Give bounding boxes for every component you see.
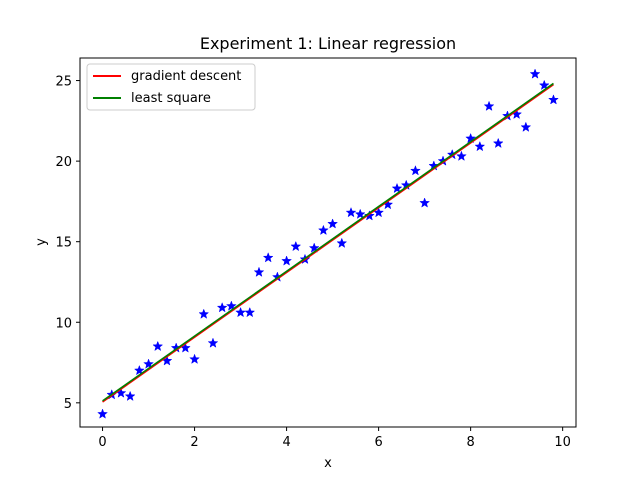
data-point (327, 218, 339, 229)
data-point (207, 337, 219, 348)
data-point (244, 306, 256, 318)
data-point (133, 364, 145, 376)
data-point (216, 302, 228, 313)
x-tick-label: 6 (374, 435, 382, 450)
data-point (345, 206, 357, 218)
x-tick-label: 0 (98, 435, 106, 450)
gradient-descent-line (102, 83, 554, 403)
data-point (474, 140, 486, 152)
data-point (492, 137, 504, 149)
y-tick-label: 25 (55, 75, 72, 90)
data-point (235, 306, 247, 318)
data-point (520, 121, 532, 132)
y-tick-label: 10 (55, 316, 72, 331)
data-point (253, 266, 265, 277)
data-point (465, 132, 477, 144)
legend-label-least-square: least square (131, 91, 211, 106)
data-point (97, 408, 108, 419)
y-tick-label: 5 (64, 397, 72, 412)
data-point (483, 100, 495, 111)
y-axis: 5 10 15 20 25 (55, 75, 80, 412)
least-square-line (102, 82, 554, 402)
axes-frame (79, 57, 577, 428)
legend-box (86, 63, 256, 111)
y-tick-label: 15 (55, 236, 72, 251)
data-point (538, 79, 550, 91)
data-point (189, 353, 200, 364)
data-point (363, 210, 375, 221)
data-point (143, 358, 154, 369)
data-point (317, 224, 329, 236)
data-point (529, 68, 541, 79)
data-point (225, 300, 237, 311)
plot-area (97, 68, 559, 419)
data-point (354, 208, 366, 219)
x-tick-label: 4 (282, 435, 290, 450)
legend: gradient descent least square (86, 63, 256, 111)
x-tick-label: 2 (190, 435, 198, 450)
data-point (152, 340, 164, 352)
legend-label-gradient-descent: gradient descent (131, 69, 241, 84)
data-point (262, 252, 274, 263)
data-point (548, 94, 559, 105)
y-axis-label: y (34, 238, 49, 246)
x-axis: 0 2 4 6 8 10 (98, 427, 571, 450)
data-point (391, 182, 403, 194)
data-point (419, 197, 431, 208)
data-point (409, 165, 421, 176)
data-point (308, 242, 320, 253)
data-point (290, 240, 302, 252)
x-axis-label: x (324, 456, 332, 471)
x-tick-label: 8 (466, 435, 474, 450)
data-point (336, 237, 348, 248)
x-tick-label: 10 (554, 435, 571, 450)
data-point (198, 308, 210, 319)
data-point (124, 390, 136, 402)
data-point (281, 255, 293, 266)
chart-title: Experiment 1: Linear regression (200, 34, 456, 53)
y-tick-label: 20 (55, 155, 72, 170)
data-point (456, 150, 467, 161)
